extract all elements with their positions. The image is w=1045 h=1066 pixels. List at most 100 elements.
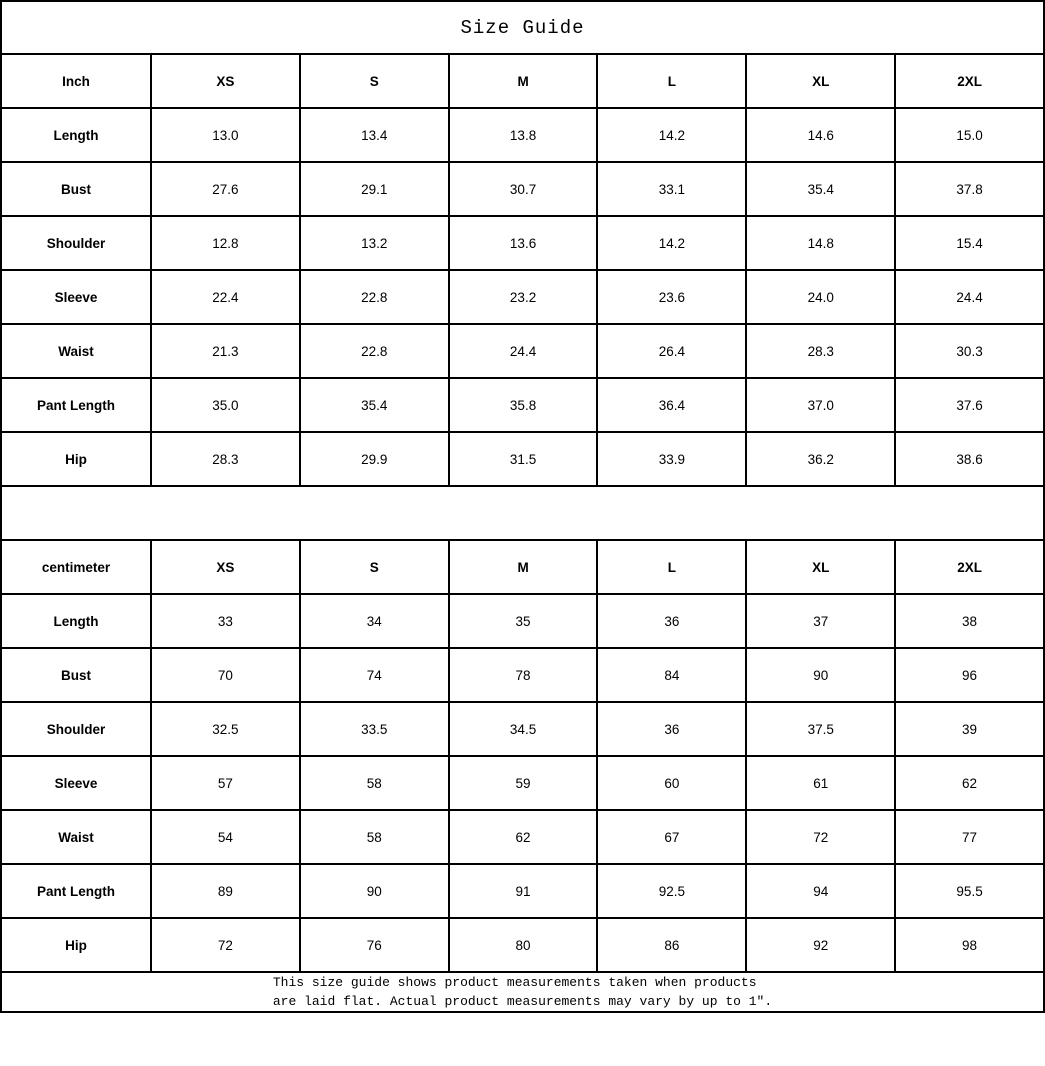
size-value-cell: 26.4	[596, 323, 748, 379]
size-value-cell: 28.3	[150, 431, 301, 487]
size-guide-table: Size Guide Inch XS S M L XL 2XL Length 1…	[0, 0, 1045, 1013]
size-value-cell: 33	[150, 593, 301, 649]
size-value-cell: 36.2	[745, 431, 897, 487]
table-row: Bust 27.6 29.1 30.7 33.1 35.4 37.8	[0, 161, 1045, 217]
size-value-cell: 31.5	[447, 431, 599, 487]
measurement-row-label: Waist	[0, 323, 152, 379]
measurement-row-label: Sleeve	[0, 269, 152, 325]
size-value-cell: 14.2	[596, 215, 748, 271]
size-value-cell: 61	[745, 755, 897, 811]
measurement-row-label: Bust	[0, 647, 152, 703]
size-value-cell: 13.8	[447, 107, 599, 163]
size-value-cell: 23.6	[596, 269, 748, 325]
size-value-cell: 59	[447, 755, 599, 811]
size-value-cell: 22.8	[298, 269, 450, 325]
size-value-cell: 14.8	[745, 215, 897, 271]
size-value-cell: 35.4	[745, 161, 897, 217]
size-value-cell: 35.0	[150, 377, 301, 433]
size-value-cell: 94	[745, 863, 897, 919]
size-value-cell: 70	[150, 647, 301, 703]
measurement-row-label: Shoulder	[0, 215, 152, 271]
size-value-cell: 32.5	[150, 701, 301, 757]
unit-header-inch: Inch	[0, 53, 152, 109]
size-value-cell: 28.3	[745, 323, 897, 379]
table-row: Hip 72 76 80 86 92 98	[0, 917, 1045, 973]
size-column-header-xs: XS	[150, 53, 301, 109]
size-value-cell: 36.4	[596, 377, 748, 433]
size-value-cell: 37.5	[745, 701, 897, 757]
size-value-cell: 90	[745, 647, 897, 703]
table-row: Waist 21.3 22.8 24.4 26.4 28.3 30.3	[0, 323, 1045, 379]
size-column-header-xl: XL	[745, 53, 897, 109]
table-row: Waist 54 58 62 67 72 77	[0, 809, 1045, 865]
size-value-cell: 38	[894, 593, 1045, 649]
unit-header-centimeter: centimeter	[0, 539, 152, 595]
size-column-header-2xl: 2XL	[894, 539, 1045, 595]
size-column-header-m: M	[447, 53, 599, 109]
table-row: Length 33 34 35 36 37 38	[0, 593, 1045, 649]
size-value-cell: 13.4	[298, 107, 450, 163]
size-column-header-xs: XS	[150, 539, 301, 595]
table-row: Pant Length 35.0 35.4 35.8 36.4 37.0 37.…	[0, 377, 1045, 433]
size-column-header-xl: XL	[745, 539, 897, 595]
size-value-cell: 77	[894, 809, 1045, 865]
size-value-cell: 74	[298, 647, 450, 703]
measurement-row-label: Waist	[0, 809, 152, 865]
table-row: Length 13.0 13.4 13.8 14.2 14.6 15.0	[0, 107, 1045, 163]
table-row: Sleeve 22.4 22.8 23.2 23.6 24.0 24.4	[0, 269, 1045, 325]
size-value-cell: 34	[298, 593, 450, 649]
page-title: Size Guide	[0, 0, 1045, 55]
note-line-2: are laid flat. Actual product measuremen…	[272, 994, 773, 1009]
size-value-cell: 36	[596, 701, 748, 757]
size-value-cell: 15.4	[894, 215, 1045, 271]
table-row: Shoulder 32.5 33.5 34.5 36 37.5 39	[0, 701, 1045, 757]
size-guide-note-text: This size guide shows product measuremen…	[272, 974, 773, 1010]
size-value-cell: 33.1	[596, 161, 748, 217]
size-value-cell: 90	[298, 863, 450, 919]
size-value-cell: 12.8	[150, 215, 301, 271]
size-value-cell: 91	[447, 863, 599, 919]
size-value-cell: 13.6	[447, 215, 599, 271]
table-row: Hip 28.3 29.9 31.5 33.9 36.2 38.6	[0, 431, 1045, 487]
measurement-row-label: Pant Length	[0, 863, 152, 919]
size-value-cell: 29.9	[298, 431, 450, 487]
size-value-cell: 14.2	[596, 107, 748, 163]
size-value-cell: 23.2	[447, 269, 599, 325]
size-column-header-l: L	[596, 539, 748, 595]
size-value-cell: 24.0	[745, 269, 897, 325]
size-value-cell: 37.6	[894, 377, 1045, 433]
note-line-1: This size guide shows product measuremen…	[272, 975, 757, 990]
section-spacer-row	[0, 485, 1045, 541]
size-value-cell: 24.4	[447, 323, 599, 379]
size-value-cell: 86	[596, 917, 748, 973]
section-spacer	[0, 485, 1045, 541]
size-value-cell: 30.3	[894, 323, 1045, 379]
size-value-cell: 33.5	[298, 701, 450, 757]
size-value-cell: 33.9	[596, 431, 748, 487]
measurement-row-label: Pant Length	[0, 377, 152, 433]
title-row: Size Guide	[0, 0, 1045, 55]
size-value-cell: 37.0	[745, 377, 897, 433]
size-value-cell: 22.8	[298, 323, 450, 379]
size-value-cell: 58	[298, 755, 450, 811]
inch-header-row: Inch XS S M L XL 2XL	[0, 53, 1045, 109]
size-value-cell: 72	[745, 809, 897, 865]
measurement-row-label: Length	[0, 593, 152, 649]
measurement-row-label: Hip	[0, 917, 152, 973]
table-row: Bust 70 74 78 84 90 96	[0, 647, 1045, 703]
size-value-cell: 67	[596, 809, 748, 865]
size-column-header-m: M	[447, 539, 599, 595]
measurement-row-label: Shoulder	[0, 701, 152, 757]
size-value-cell: 95.5	[894, 863, 1045, 919]
size-value-cell: 27.6	[150, 161, 301, 217]
size-value-cell: 14.6	[745, 107, 897, 163]
size-guide-note: This size guide shows product measuremen…	[0, 971, 1045, 1013]
size-value-cell: 92	[745, 917, 897, 973]
size-value-cell: 54	[150, 809, 301, 865]
size-value-cell: 72	[150, 917, 301, 973]
footer-row: This size guide shows product measuremen…	[0, 971, 1045, 1013]
size-value-cell: 60	[596, 755, 748, 811]
size-value-cell: 15.0	[894, 107, 1045, 163]
size-value-cell: 98	[894, 917, 1045, 973]
measurement-row-label: Length	[0, 107, 152, 163]
